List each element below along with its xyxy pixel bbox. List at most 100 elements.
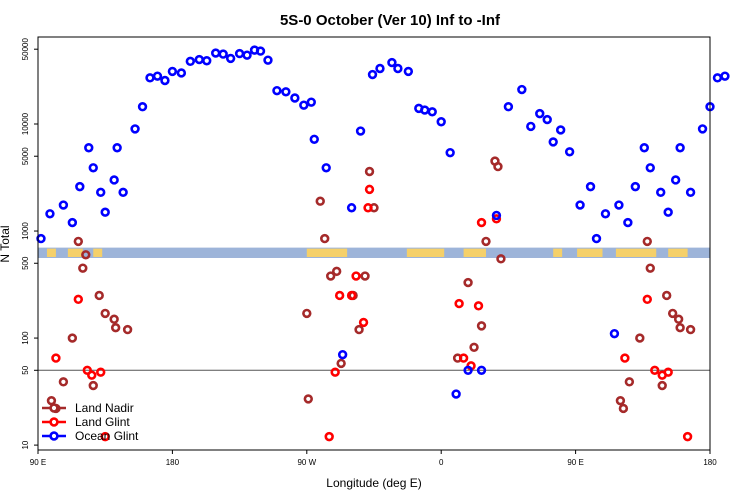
land-glint-point [73,294,84,305]
ocean-glint-point [88,163,98,173]
land-nadir-point [58,377,69,387]
land-nadir-point [496,254,506,264]
ocean-glint-point [242,50,252,60]
land-nadir-point [67,333,78,343]
ocean-glint-point [451,389,461,399]
ocean-glint-point [639,143,649,153]
ocean-glint-point [321,163,331,173]
ocean-glint-point [306,97,316,107]
plot-frame [37,36,711,451]
land-glint-point [346,290,357,301]
map-land-0 [46,248,56,257]
land-nadir-point [360,271,370,281]
ocean-glint-point [517,84,527,95]
land-glint-point [87,370,97,380]
land-nadir-point [354,324,364,335]
ocean-glint-point [542,114,552,125]
land-nadir-point [673,314,684,324]
y-tick-label: 5000 [21,147,30,165]
ocean-glint-point [656,187,666,198]
ocean-glint-point [211,48,221,58]
ocean-glint-point [675,143,685,153]
land-nadir-point [336,358,346,369]
y-tick-label: 10 [21,440,30,449]
land-nadir-point [331,266,342,277]
y-axis: 10 50 100 500 1000 5000 10000 50000 [21,38,38,450]
land-glint-point [334,290,345,301]
ocean-glint-point [130,124,140,134]
ocean-glint-point [194,54,204,65]
land-nadir-point [469,342,479,352]
land-nadir-point [615,395,626,406]
ocean-glint-point [697,124,708,134]
land-nadir-point [476,321,487,331]
land-nadir-point [122,324,133,335]
land-nadir-point [94,290,104,301]
ocean-glint-point [436,117,446,127]
land-glint-point [324,431,334,442]
map-land-3 [306,248,348,257]
y-tick-label: 100 [21,331,30,345]
map-land-4 [406,248,445,257]
ocean-glint-point [290,93,300,103]
map-land-7 [577,248,603,257]
land-glint-point [82,365,92,375]
ocean-glint-point [36,233,46,244]
land-nadir-point [81,250,91,260]
x-tick-label: 180 [703,458,717,467]
ocean-glint-point [720,71,730,81]
land-nadir-point [635,333,645,343]
land-nadir-point [624,377,635,387]
ocean-glint-point [281,87,291,97]
map-land-8 [615,248,657,257]
y-tick-label: 1000 [21,222,30,240]
land-nadir-point [657,380,667,391]
ocean-glint-point [272,85,282,96]
land-glint-point [620,353,630,363]
land-nadir-point [493,161,503,172]
land-nadir-point [642,236,652,247]
ocean-glint-point [309,134,319,144]
land-nadir-point [675,322,685,333]
ocean-glint-point [503,102,514,112]
land-nadir-point [463,277,473,288]
ocean-glint-point [218,49,228,59]
land-nadir-point [73,236,84,247]
land-nadir-point [110,322,121,333]
ocean-glint-point [623,217,633,228]
ocean-glint-point [685,187,696,198]
ocean-glint-point [575,200,585,210]
ocean-glint-point [137,102,148,112]
ocean-glint-point [167,66,178,77]
map-ocean-band [38,247,710,258]
x-tick-label: 90 E [567,458,583,467]
y-tick-label: 50 [21,365,30,374]
ocean-glint-point [420,105,430,115]
legend-label-ocean-glint: Ocean Glint [75,429,139,443]
land-glint-point [642,294,652,305]
ocean-glint-point [84,143,94,153]
land-glint-point [364,184,375,195]
ocean-glint-point [564,147,575,157]
legend-marker-land-nadir [49,403,59,413]
ocean-glint-point [96,187,106,198]
ocean-glint-point [403,66,414,77]
land-glint-point [100,431,110,442]
ocean-glint-point [491,210,502,221]
ocean-glint-point [45,209,55,219]
legend-marker-ocean-glint [49,431,59,441]
ocean-glint-point [670,175,681,185]
land-glint-point [476,217,487,228]
land-nadir-point [325,271,336,281]
ocean-glint-point [476,365,487,375]
land-nadir-point [320,233,330,244]
ocean-glint-point [202,56,212,66]
legend-label-land-glint: Land Glint [75,415,130,429]
x-tick-label: 0 [439,458,444,467]
land-nadir-point [88,380,98,391]
chart-title: 5S-0 October (Ver 10) Inf to -Inf [280,12,501,29]
land-glint-point [650,365,660,375]
y-tick-label: 50000 [21,38,30,61]
land-nadir-point [46,395,57,406]
land-nadir-point [364,166,375,177]
